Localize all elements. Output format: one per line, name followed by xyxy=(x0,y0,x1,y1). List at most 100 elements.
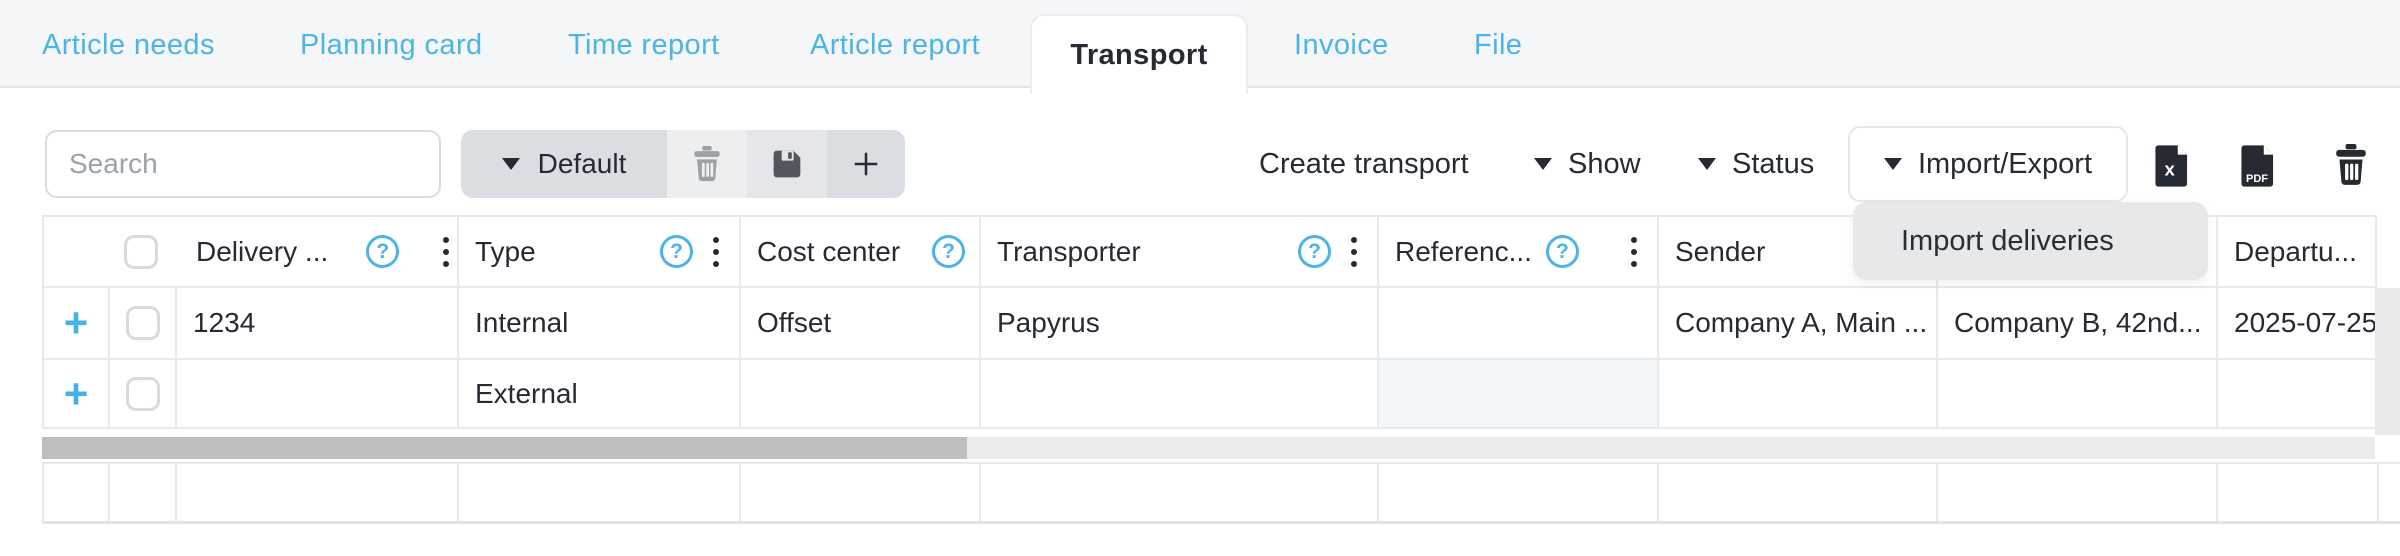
vertical-scrollbar[interactable] xyxy=(2375,215,2400,435)
help-icon[interactable]: ? xyxy=(366,235,400,268)
tab-file[interactable]: File xyxy=(1474,29,1523,61)
view-selector-label: Default xyxy=(537,148,627,179)
delete-view-button[interactable] xyxy=(667,130,747,198)
row-checkbox-cell xyxy=(110,288,177,358)
horizontal-scrollbar xyxy=(42,437,2400,459)
header-delivery-label: Delivery ... xyxy=(196,235,329,267)
column-divider xyxy=(2377,464,2379,521)
help-icon[interactable]: ? xyxy=(1298,235,1331,268)
empty-table-row xyxy=(42,462,2400,524)
delete-button[interactable] xyxy=(2332,144,2372,188)
caret-down-icon xyxy=(1534,158,1552,170)
cell-empty[interactable] xyxy=(1659,464,1938,521)
scrollbar-corner xyxy=(2375,215,2400,288)
header-transporter: Transporter ? xyxy=(981,217,1379,286)
cell-empty[interactable] xyxy=(44,464,110,521)
cell-empty[interactable] xyxy=(2218,464,2400,521)
cell-departure[interactable] xyxy=(2218,360,2400,427)
tab-article-report[interactable]: Article report xyxy=(810,29,980,61)
header-cost-center: Cost center ? xyxy=(741,217,981,286)
show-label: Show xyxy=(1568,147,1641,180)
status-dropdown[interactable]: Status xyxy=(1698,130,1814,198)
caret-down-icon xyxy=(1883,158,1902,170)
row-checkbox[interactable] xyxy=(125,376,160,411)
row-checkbox[interactable] xyxy=(125,306,160,340)
svg-text:PDF: PDF xyxy=(2246,173,2268,185)
cell-receiver[interactable] xyxy=(1938,360,2218,427)
header-reference: Referenc... ? xyxy=(1379,217,1659,286)
cell-type[interactable]: External xyxy=(459,360,741,427)
cell-transporter[interactable] xyxy=(981,360,1379,427)
table-row: + External xyxy=(44,360,2400,429)
table-row: + 1234 Internal Offset Papyrus Company A… xyxy=(44,288,2400,360)
cell-empty[interactable] xyxy=(110,464,177,521)
view-selector-dropdown[interactable]: Default xyxy=(461,130,667,198)
caret-down-icon xyxy=(501,158,520,170)
plus-icon xyxy=(851,149,881,179)
tab-invoice[interactable]: Invoice xyxy=(1294,29,1389,61)
menu-item-import-deliveries[interactable]: Import deliveries xyxy=(1901,224,2114,257)
cell-reference[interactable] xyxy=(1379,360,1659,427)
tab-time-report[interactable]: Time report xyxy=(568,29,720,61)
import-export-label: Import/Export xyxy=(1917,147,2093,180)
cell-departure[interactable]: 2025-07-25 xyxy=(2234,307,2378,338)
export-excel-button[interactable]: x xyxy=(2152,144,2192,188)
cell-receiver[interactable]: Company B, 42nd... xyxy=(1938,288,2218,358)
cell-empty[interactable] xyxy=(1938,464,2218,521)
cell-empty[interactable] xyxy=(459,464,741,521)
column-menu-icon[interactable] xyxy=(707,233,725,271)
header-delivery: Delivery ... ? xyxy=(44,217,459,286)
table-header-row: Delivery ... ? Type ? Cost center ? Tran… xyxy=(44,217,2400,288)
help-icon[interactable]: ? xyxy=(1545,235,1579,268)
trash-icon xyxy=(691,146,723,182)
vertical-scrollbar-track[interactable] xyxy=(2375,288,2400,435)
plus-icon: + xyxy=(63,299,89,346)
cell-empty[interactable] xyxy=(177,464,459,521)
save-view-button[interactable] xyxy=(747,130,827,198)
cell-cost-center[interactable]: Offset xyxy=(741,288,981,358)
help-icon[interactable]: ? xyxy=(660,235,693,268)
header-departure-label: Departu... xyxy=(2234,235,2357,267)
add-row-button[interactable]: + xyxy=(44,360,110,427)
cell-delivery[interactable]: 1234 xyxy=(177,288,459,358)
cell-cost-center[interactable] xyxy=(741,360,981,427)
save-icon xyxy=(771,148,803,180)
show-dropdown[interactable]: Show xyxy=(1534,130,1641,198)
column-menu-icon[interactable] xyxy=(437,233,455,271)
cell-transporter[interactable]: Papyrus xyxy=(981,288,1379,358)
tab-planning-card[interactable]: Planning card xyxy=(300,29,483,61)
column-menu-icon[interactable] xyxy=(1345,233,1363,271)
export-pdf-button[interactable]: PDF xyxy=(2238,144,2278,188)
header-cost-center-label: Cost center xyxy=(757,235,901,267)
select-all-checkbox[interactable] xyxy=(124,234,158,269)
add-view-button[interactable] xyxy=(827,130,905,198)
horizontal-scrollbar-track[interactable] xyxy=(967,437,2375,459)
horizontal-scrollbar-thumb[interactable] xyxy=(42,437,967,459)
header-reference-label: Referenc... xyxy=(1395,235,1532,267)
column-menu-icon[interactable] xyxy=(1625,233,1643,271)
cell-empty[interactable] xyxy=(1379,464,1659,521)
cell-sender[interactable]: Company A, Main ... xyxy=(1659,288,1938,358)
row-checkbox-cell xyxy=(110,360,177,427)
cell-type[interactable]: Internal xyxy=(459,288,741,358)
help-icon[interactable]: ? xyxy=(932,235,965,268)
search-input[interactable] xyxy=(45,130,441,198)
header-type-label: Type xyxy=(475,235,536,267)
cell-delivery[interactable] xyxy=(177,360,459,427)
create-transport-button[interactable]: Create transport xyxy=(1259,130,1469,198)
import-export-menu: Import deliveries xyxy=(1853,202,2208,280)
tab-article-needs[interactable]: Article needs xyxy=(42,29,215,61)
header-sender-label: Sender xyxy=(1675,235,1766,267)
add-row-button[interactable]: + xyxy=(44,288,110,358)
caret-down-icon xyxy=(1698,158,1716,170)
cell-reference[interactable] xyxy=(1379,288,1659,358)
header-receiver xyxy=(1938,217,2218,286)
cell-empty[interactable] xyxy=(981,464,1379,521)
tab-transport[interactable]: Transport xyxy=(1030,14,1248,94)
header-transporter-label: Transporter xyxy=(997,235,1141,267)
svg-text:x: x xyxy=(2164,158,2175,179)
import-export-dropdown[interactable]: Import/Export xyxy=(1848,126,2128,202)
view-selector-group: Default xyxy=(461,130,905,198)
cell-empty[interactable] xyxy=(741,464,981,521)
cell-sender[interactable] xyxy=(1659,360,1938,427)
